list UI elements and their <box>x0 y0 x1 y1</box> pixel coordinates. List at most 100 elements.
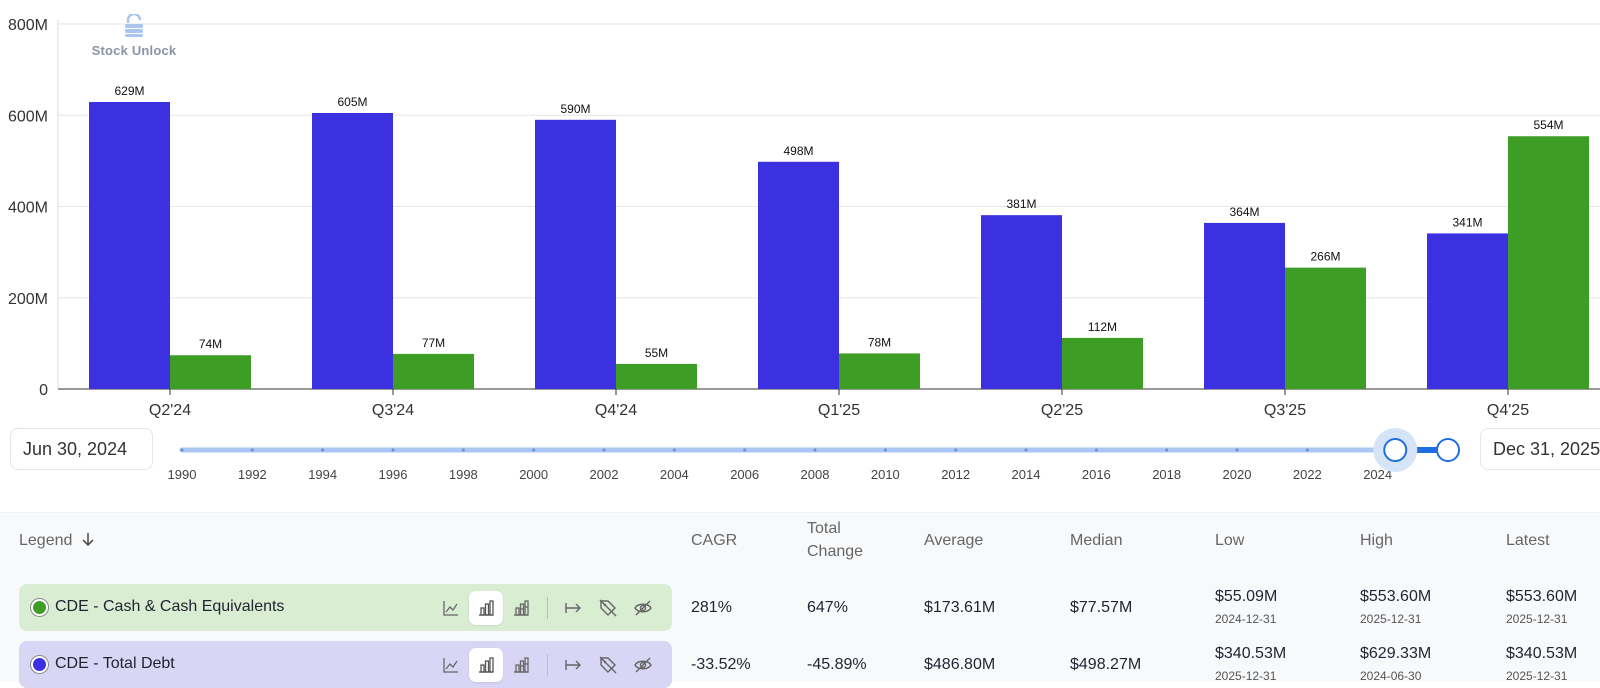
hide-series-button[interactable] <box>626 591 660 625</box>
data-label: 77M <box>422 336 445 350</box>
low-header: Low <box>1215 532 1245 549</box>
low-date: 2025-12-31 <box>1215 669 1277 683</box>
line-chart-button[interactable] <box>434 648 468 682</box>
bar-cash <box>839 353 920 389</box>
bar-cash <box>1062 337 1143 389</box>
stacked-bar-button[interactable] <box>504 648 538 682</box>
y-tick-label: 400M <box>8 200 48 217</box>
data-label: 629M <box>114 84 144 98</box>
slider-tick-dot <box>321 448 325 452</box>
data-label: 55M <box>645 346 668 360</box>
slider-tick-dot <box>672 448 676 452</box>
high-header: High <box>1360 532 1393 549</box>
slider-tick-dot <box>180 448 184 452</box>
bar-cash <box>1285 267 1366 389</box>
data-label: 554M <box>1533 118 1563 132</box>
hide-labels-button[interactable] <box>591 591 625 625</box>
bar-cash <box>170 355 251 389</box>
bar-total-debt <box>312 112 393 389</box>
total-change-header-line1: Total <box>807 520 841 537</box>
year-label: 1994 <box>308 467 337 482</box>
latest-value: $553.60M <box>1506 588 1578 605</box>
stacked-bar-button[interactable] <box>504 591 538 625</box>
extend-button[interactable] <box>556 591 590 625</box>
data-label: 498M <box>783 144 813 158</box>
data-label: 381M <box>1006 197 1036 211</box>
data-label: 74M <box>199 337 222 351</box>
line-chart-button[interactable] <box>434 591 468 625</box>
bar-chart-button[interactable] <box>469 647 503 682</box>
slider-tick-dot <box>1094 448 1098 452</box>
stacked-bar-icon <box>514 656 529 673</box>
slider-tick-dot <box>813 448 817 452</box>
series-color-dot <box>31 599 48 616</box>
slider-tick-dot <box>1024 448 1028 452</box>
cagr-header: CAGR <box>691 532 738 549</box>
x-tick-label: Q2'25 <box>1041 402 1083 419</box>
year-label: 2008 <box>801 467 830 482</box>
year-label: 2010 <box>871 467 900 482</box>
date-range-slider[interactable]: 1990 1992 1994 1996 1998 2000 2002 2004 2006 2008… <box>160 425 1476 495</box>
tag-off-icon <box>599 599 617 616</box>
legend-header[interactable]: Legend <box>19 529 95 552</box>
total-change-value: -45.89% <box>807 656 867 673</box>
year-label: 2020 <box>1223 467 1252 482</box>
data-label: 266M <box>1310 250 1340 264</box>
bar-total-debt <box>1204 222 1285 389</box>
cagr-value: 281% <box>691 599 732 616</box>
legend-row-cash[interactable]: CDE - Cash & Cash Equivalents <box>19 584 672 631</box>
bar-total-debt <box>535 119 616 389</box>
slider-tick-dot <box>1305 448 1309 452</box>
end-date-input[interactable]: Dec 31, 2025 <box>1480 428 1600 470</box>
data-label: 112M <box>1088 320 1117 334</box>
legend-row-debt[interactable]: CDE - Total Debt <box>19 641 672 688</box>
high-date: 2025-12-31 <box>1360 612 1422 626</box>
data-label: 590M <box>560 102 590 116</box>
bar-total-debt <box>981 215 1062 389</box>
high-date: 2024-06-30 <box>1360 669 1422 683</box>
row-toolbar <box>434 589 661 626</box>
bar-chart: 0 200M 400M 600M 800M 629M 74M Q2'24 605M 77M Q3'2… <box>8 17 1600 419</box>
high-value: $629.33M <box>1360 645 1432 662</box>
hide-series-button[interactable] <box>626 648 660 682</box>
total-change-header: Total Change <box>807 517 863 563</box>
lock-icon <box>125 12 143 37</box>
bar-cash <box>616 363 697 389</box>
hide-labels-button[interactable] <box>591 648 625 682</box>
y-tick-label: 200M <box>8 291 48 308</box>
total-change-value: 647% <box>807 599 848 616</box>
data-label: 364M <box>1229 205 1259 219</box>
year-label: 1998 <box>449 467 478 482</box>
year-label: 2002 <box>590 467 619 482</box>
data-label: 605M <box>337 95 367 109</box>
year-label: 2014 <box>1012 467 1041 482</box>
year-label: 1990 <box>168 467 197 482</box>
slider-start-handle <box>1383 438 1408 462</box>
average-value: $486.80M <box>924 656 996 673</box>
latest-date: 2025-12-31 <box>1506 669 1568 683</box>
average-value: $173.61M <box>924 599 996 616</box>
legend-table: Legend CAGR Total Change Average Median … <box>0 512 1600 688</box>
series-label: CDE - Cash & Cash Equivalents <box>55 598 285 615</box>
stock-unlock-logo: Stock Unlock <box>84 12 184 58</box>
low-value: $55.09M <box>1215 588 1278 605</box>
toolbar-divider <box>547 596 548 619</box>
series-color-dot <box>31 656 48 673</box>
extend-button[interactable] <box>556 648 590 682</box>
median-value: $77.57M <box>1070 599 1133 616</box>
chart-area: 0 200M 400M 600M 800M 629M 74M Q2'24 605M 77M Q3'2… <box>8 12 1600 419</box>
x-tick-label: Q4'25 <box>1487 402 1529 419</box>
latest-value: $340.53M <box>1506 645 1578 662</box>
slider-tick-dot <box>602 448 606 452</box>
start-date-input[interactable]: Jun 30, 2024 <box>10 428 153 470</box>
year-label: 2012 <box>941 467 970 482</box>
arrow-right-bar-icon <box>565 659 581 670</box>
total-change-header-line2: Change <box>807 543 864 560</box>
data-label: 341M <box>1452 215 1482 229</box>
y-tick-label: 800M <box>8 17 48 34</box>
bar-chart-button[interactable] <box>469 590 503 625</box>
latest-header: Latest <box>1506 532 1550 549</box>
stacked-bar-icon <box>514 599 529 616</box>
toolbar-divider <box>547 653 548 676</box>
bar-cash <box>1508 136 1589 389</box>
